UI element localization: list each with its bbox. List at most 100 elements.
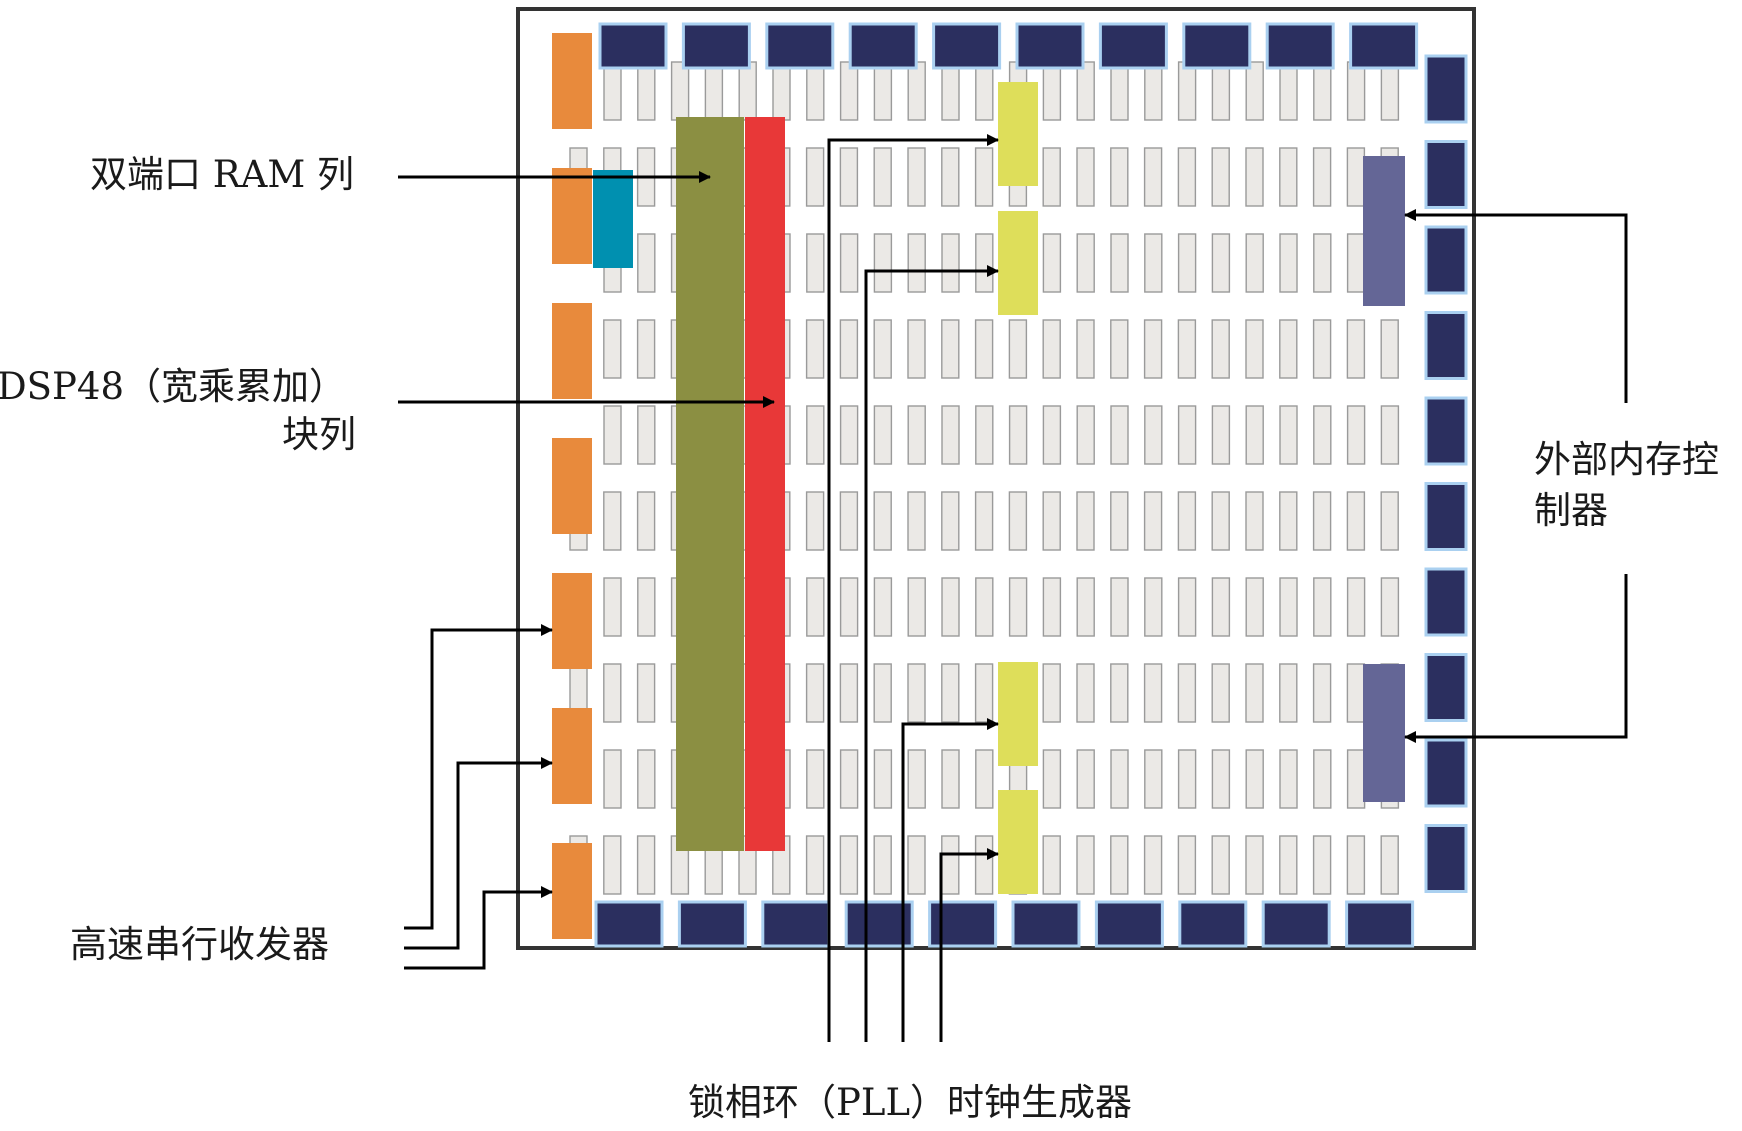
teal-block — [593, 170, 633, 268]
logic-cell — [772, 61, 791, 121]
logic-cell — [1110, 405, 1129, 465]
logic-cell — [1211, 319, 1230, 379]
logic-cell — [1346, 319, 1366, 379]
logic-cell — [603, 405, 622, 465]
logic-cell — [637, 61, 656, 121]
io-pad-top — [1015, 22, 1085, 70]
logic-cell — [1042, 405, 1062, 465]
logic-cell — [1177, 233, 1197, 293]
logic-cell — [907, 61, 926, 121]
logic-cell — [1042, 577, 1062, 637]
logic-cell — [1076, 663, 1095, 723]
logic-cell — [907, 749, 926, 809]
transceiver-leader — [404, 886, 553, 970]
logic-cell — [1076, 147, 1095, 207]
logic-cell — [1313, 405, 1332, 465]
logic-cell — [907, 147, 926, 207]
logic-cell — [1144, 749, 1163, 809]
io-pad-right — [1424, 824, 1468, 893]
logic-cell — [873, 835, 892, 895]
logic-cell — [941, 577, 960, 637]
logic-cell — [805, 147, 825, 207]
logic-cell — [975, 577, 994, 637]
logic-cell — [603, 749, 622, 809]
logic-cell — [839, 491, 859, 551]
io-pad-top — [1098, 22, 1168, 70]
functional-blocks — [552, 33, 1405, 939]
logic-cell — [637, 233, 656, 293]
logic-cell — [636, 663, 656, 723]
logic-cell — [1042, 147, 1061, 207]
logic-cell — [1042, 663, 1061, 723]
logic-cell — [974, 663, 994, 723]
logic-cell — [1346, 405, 1366, 465]
mem-ctrl-label-line2: 制器 — [1534, 489, 1608, 532]
transceiver-block — [552, 168, 592, 264]
io-pad-right — [1424, 54, 1468, 124]
logic-cell — [1279, 577, 1298, 637]
logic-cell — [1279, 491, 1298, 551]
logic-cell — [637, 405, 656, 465]
logic-cell — [1279, 405, 1298, 465]
logic-cell — [1346, 835, 1366, 895]
logic-cell — [839, 405, 859, 465]
transceiver-leader — [404, 624, 553, 930]
pll-block — [998, 790, 1038, 894]
logic-cell — [603, 577, 622, 637]
io-pad-right — [1424, 482, 1468, 551]
logic-cell — [839, 577, 859, 637]
logic-cell — [636, 835, 656, 895]
logic-cell — [1177, 749, 1197, 809]
logic-cell — [805, 835, 825, 895]
logic-cell — [1110, 61, 1129, 121]
transceiver-block — [552, 303, 592, 399]
transceiver-leader — [404, 757, 553, 950]
io-pad-right — [1424, 396, 1468, 466]
io-pad-top — [932, 22, 1002, 70]
logic-cell — [1076, 835, 1095, 895]
logic-cell — [1177, 405, 1197, 465]
logic-cell — [1380, 491, 1399, 551]
logic-cell — [839, 749, 859, 809]
logic-cell — [1312, 491, 1332, 551]
logic-cell — [839, 835, 859, 895]
logic-cell — [805, 319, 825, 379]
logic-cell — [974, 319, 994, 379]
logic-cell — [1177, 61, 1197, 121]
pll-block — [998, 82, 1038, 186]
io-pad-bottom — [1261, 900, 1331, 948]
logic-cell — [1380, 577, 1400, 637]
logic-cell — [873, 749, 893, 809]
logic-cell — [806, 405, 825, 465]
logic-cell — [1279, 663, 1298, 723]
logic-cell — [1042, 749, 1062, 809]
io-pad-top — [765, 22, 835, 70]
logic-cell — [873, 319, 892, 379]
logic-cell — [637, 749, 656, 809]
io-pad-top — [681, 22, 751, 70]
logic-cell — [873, 61, 893, 121]
logic-cell — [839, 147, 859, 207]
logic-cell — [704, 61, 724, 121]
logic-cell — [1245, 147, 1264, 207]
logic-cell — [1144, 233, 1163, 293]
logic-cell — [636, 319, 656, 379]
logic-cell — [941, 405, 960, 465]
memory-controller-block — [1363, 156, 1405, 306]
logic-cell — [1211, 835, 1230, 895]
logic-cell — [1008, 405, 1028, 465]
logic-cell — [1245, 233, 1264, 293]
pll-leader — [827, 134, 999, 1042]
logic-cell — [1076, 749, 1095, 809]
logic-cell — [1177, 319, 1197, 379]
logic-cell — [805, 663, 825, 723]
logic-cell — [975, 405, 994, 465]
logic-cell — [637, 577, 656, 637]
logic-cell — [907, 663, 926, 723]
logic-cell — [873, 491, 892, 551]
logic-cell — [1008, 491, 1028, 551]
logic-cell — [1177, 835, 1197, 895]
logic-cell — [941, 835, 960, 895]
logic-cell — [907, 491, 926, 551]
logic-cell — [1380, 405, 1400, 465]
